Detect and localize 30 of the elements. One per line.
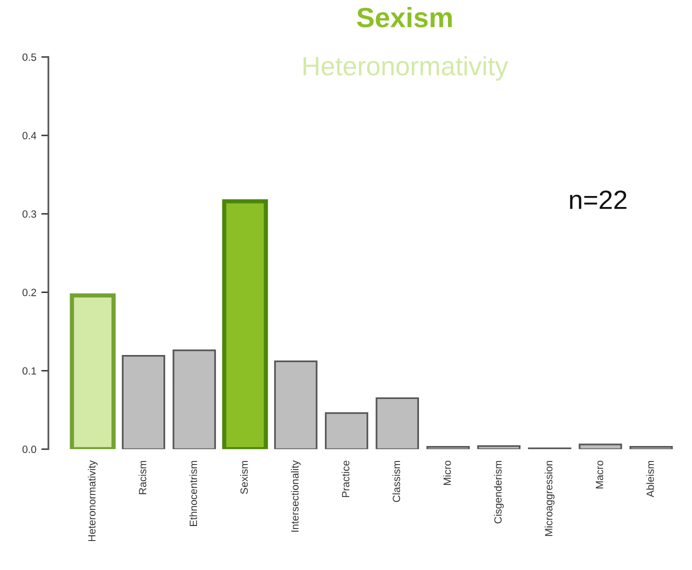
- x-tick-label: Cisgenderism: [494, 460, 504, 524]
- x-tick-label: Ableism: [646, 460, 654, 498]
- y-tick-label: 0.3: [22, 210, 36, 218]
- x-tick-label: Micro: [443, 460, 451, 485]
- annotation: n=22: [570, 190, 626, 209]
- x-tick-label: Sexism: [240, 460, 248, 494]
- bar: [122, 354, 166, 450]
- x-tick-label: Macro: [596, 460, 604, 488]
- chart-title: Sexism: [356, 7, 452, 28]
- x-tick-label: Practice: [342, 460, 350, 498]
- x-tick-label: Ethnocentrism: [189, 460, 198, 526]
- y-tick-label: 0.1: [22, 367, 36, 375]
- x-tick-label: Microaggression: [544, 460, 554, 536]
- x-tick-label: Intersectionality: [290, 460, 301, 532]
- bar: [324, 412, 368, 450]
- y-tick-label: 0.5: [22, 54, 36, 61]
- bar: [172, 350, 216, 450]
- x-tick-label: Racism: [138, 460, 146, 494]
- bar: [274, 360, 318, 450]
- bar: [376, 397, 419, 450]
- y-tick-label: 0.4: [22, 132, 36, 140]
- bar: [630, 446, 673, 450]
- chart-subtitle: Heteronormativity: [304, 56, 508, 81]
- y-tick-label: 0.2: [22, 288, 36, 296]
- x-tick-label: Classism: [392, 460, 400, 502]
- bar: [578, 444, 622, 450]
- bar: [477, 445, 521, 450]
- y-tick-label: 0.0: [22, 446, 36, 454]
- bar: [426, 446, 470, 450]
- x-tick-label: Heteronormativity: [88, 460, 98, 542]
